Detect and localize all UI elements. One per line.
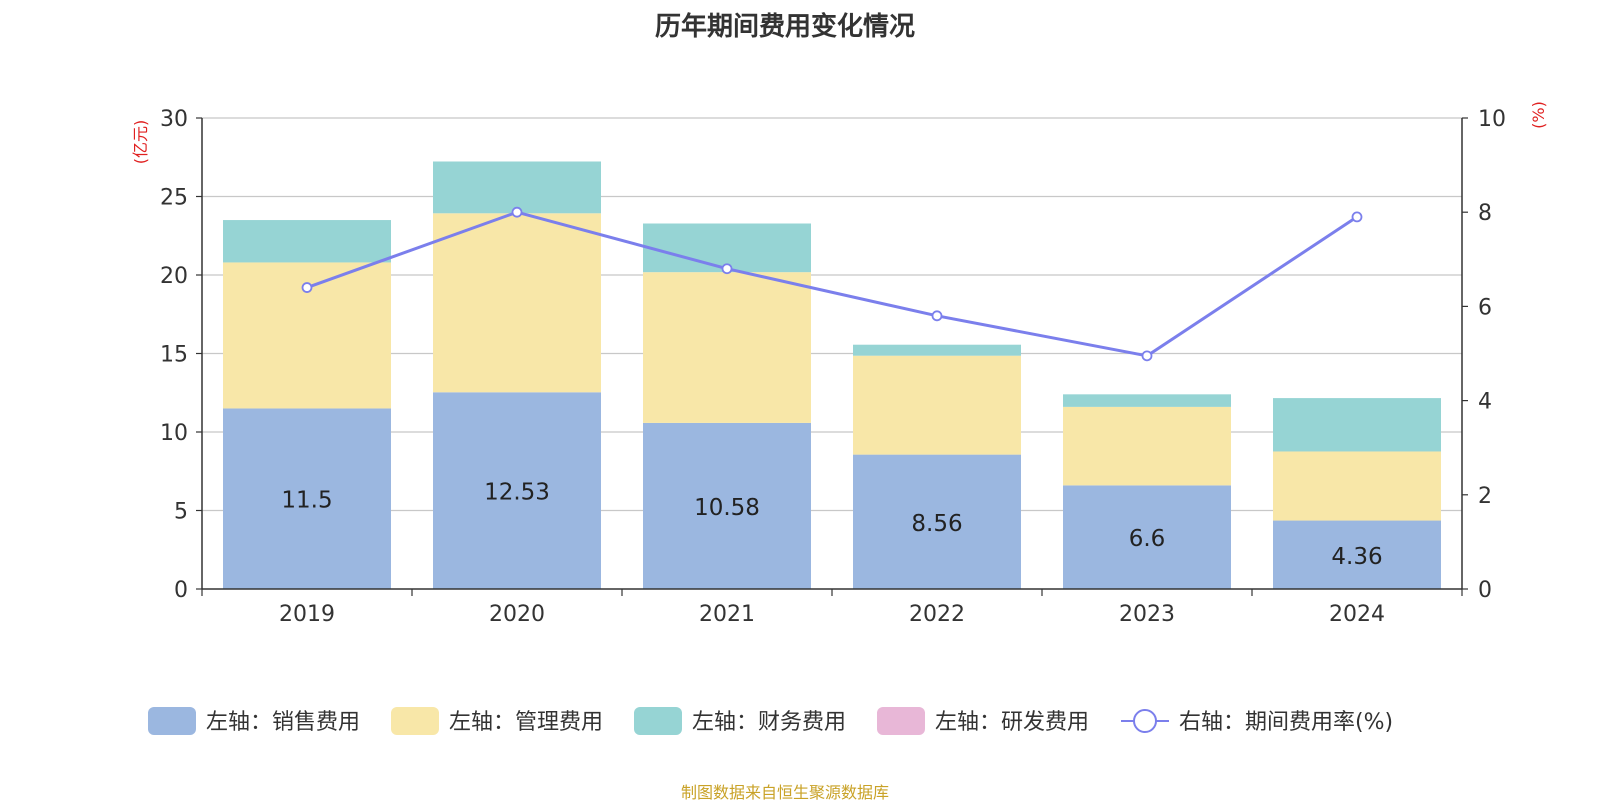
line-series xyxy=(301,206,1363,362)
axes: 0 5 10 15 20 25 30 0 2 4 6 8 10 2019 2020 2021 2022 2023 2… xyxy=(131,101,1548,627)
legend-marker xyxy=(1133,709,1157,733)
x-axis-tick-label: 2021 xyxy=(699,602,755,627)
right-axis-unit-label: (%) xyxy=(1529,101,1548,129)
rate-point xyxy=(1141,350,1153,362)
rate-point xyxy=(931,310,943,322)
bar xyxy=(643,272,811,423)
left-axis-unit-label: (亿元) xyxy=(131,120,150,165)
rate-point xyxy=(1351,211,1363,223)
legend-swatch xyxy=(148,707,196,735)
bar xyxy=(433,213,601,393)
bar xyxy=(223,220,391,263)
bar xyxy=(433,392,601,589)
bar xyxy=(1273,398,1441,452)
bar-value-labels: 11.5 12.53 10.58 8.56 6.6 4.36 xyxy=(281,480,1382,570)
right-axis-tick-label: 6 xyxy=(1478,295,1492,320)
bar xyxy=(853,344,1021,356)
left-axis-tick-label: 0 xyxy=(174,578,188,603)
bar-value-label: 4.36 xyxy=(1331,544,1382,570)
right-axis-tick-label: 0 xyxy=(1478,578,1492,603)
bar xyxy=(1273,451,1441,521)
legend-swatch xyxy=(634,707,682,735)
rate-line xyxy=(306,210,1358,358)
left-axis-tick-label: 5 xyxy=(174,500,188,525)
bar-value-label: 10.58 xyxy=(694,495,760,521)
bar xyxy=(643,422,811,589)
legend-label: 右轴：期间费用率(%) xyxy=(1179,710,1393,735)
right-axis-tick-label: 10 xyxy=(1478,107,1506,132)
bar-value-label: 6.6 xyxy=(1129,526,1166,552)
legend-swatch xyxy=(877,707,925,735)
legend-label: 左轴：财务费用 xyxy=(692,710,846,735)
bar xyxy=(1273,520,1441,589)
left-axis-tick-label: 30 xyxy=(160,107,188,132)
x-axis-tick-label: 2022 xyxy=(909,602,965,627)
bar-value-label: 11.5 xyxy=(281,488,332,514)
x-axis-tick-label: 2020 xyxy=(489,602,545,627)
right-axis-tick-label: 2 xyxy=(1478,484,1492,509)
rate-point xyxy=(721,263,733,275)
left-axis-tick-label: 20 xyxy=(160,264,188,289)
right-axis-tick-label: 4 xyxy=(1478,390,1492,415)
left-axis-tick-label: 15 xyxy=(160,343,188,368)
legend-label: 左轴：管理费用 xyxy=(449,710,603,735)
left-axis-tick-label: 10 xyxy=(160,421,188,446)
legend-label: 左轴：销售费用 xyxy=(206,710,360,735)
bar xyxy=(853,355,1021,455)
rate-point xyxy=(511,206,523,218)
x-axis-tick-label: 2023 xyxy=(1119,602,1175,627)
right-axis-tick-label: 8 xyxy=(1478,201,1492,226)
legend-swatch xyxy=(391,707,439,735)
bar-series xyxy=(223,161,1441,589)
rate-point xyxy=(301,282,313,293)
bar-value-label: 8.56 xyxy=(911,511,962,537)
bar-value-label: 12.53 xyxy=(484,480,550,506)
left-axis-tick-label: 25 xyxy=(160,186,188,211)
grid-lines xyxy=(202,117,1462,512)
legend-label: 左轴：研发费用 xyxy=(935,710,1089,735)
x-axis-tick-label: 2019 xyxy=(279,602,335,627)
bar xyxy=(1063,485,1231,589)
bar xyxy=(1063,394,1231,407)
data-source-note: 制图数据来自恒生聚源数据库 xyxy=(680,783,889,802)
x-axis-tick-label: 2024 xyxy=(1329,602,1385,627)
bar xyxy=(853,454,1021,589)
bar xyxy=(433,161,601,214)
chart-title: 历年期间费用变化情况 xyxy=(654,12,915,42)
legend: 左轴：销售费用 左轴：管理费用 左轴：财务费用 左轴：研发费用 右轴：期间费用率(%) xyxy=(148,707,1393,735)
bar xyxy=(223,408,391,589)
bar xyxy=(1063,406,1231,486)
